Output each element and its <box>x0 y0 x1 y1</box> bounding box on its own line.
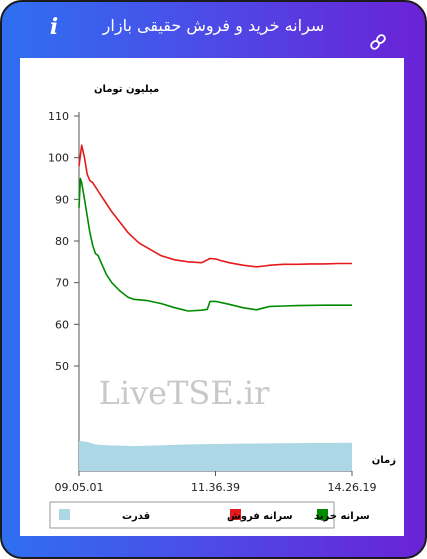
info-icon[interactable]: i <box>49 14 59 40</box>
x-axis-label: زمان <box>372 455 396 466</box>
page-title: سرانه خرید و فروش حقیقی بازار <box>102 16 325 35</box>
y-tick-label: 80 <box>55 235 69 248</box>
legend-power-swatch <box>59 509 70 520</box>
legend-sell-label: سرانه فروش <box>227 511 293 522</box>
series-power-area <box>79 441 352 471</box>
legend-box <box>49 501 335 529</box>
legend-buy-swatch <box>317 509 328 520</box>
y-tick-label: 100 <box>48 152 69 165</box>
x-tick-label: 09.05.01 <box>55 481 104 494</box>
legend-sell-swatch <box>230 509 241 520</box>
legend-power-label: قدرت <box>122 511 150 522</box>
x-tick-label: 14.26.19 <box>328 481 377 494</box>
x-tick-label: 11.36.39 <box>191 481 240 494</box>
y-tick-label: 90 <box>55 193 69 206</box>
chart-card: میلیون تومان 50 60 70 80 90 100 110 09.05.01 11.3… <box>20 58 404 536</box>
watermark: LiveTSE.ir <box>99 374 271 412</box>
legend-buy-label: سرانه خرید <box>314 511 370 522</box>
y-tick-label: 60 <box>55 318 69 331</box>
link-icon[interactable] <box>368 32 388 52</box>
header-bar: سرانه خرید و فروش حقیقی بازار i <box>2 2 425 58</box>
y-tick-label: 110 <box>48 110 69 123</box>
y-tick-label: 50 <box>55 360 69 373</box>
y-axis-label: میلیون تومان <box>94 84 159 95</box>
chart: میلیون تومان 50 60 70 80 90 100 110 09.05.01 11.3… <box>48 84 396 529</box>
y-tick-label: 70 <box>55 277 69 290</box>
series-sell-line <box>78 144 352 268</box>
series-buy-line <box>78 177 352 312</box>
